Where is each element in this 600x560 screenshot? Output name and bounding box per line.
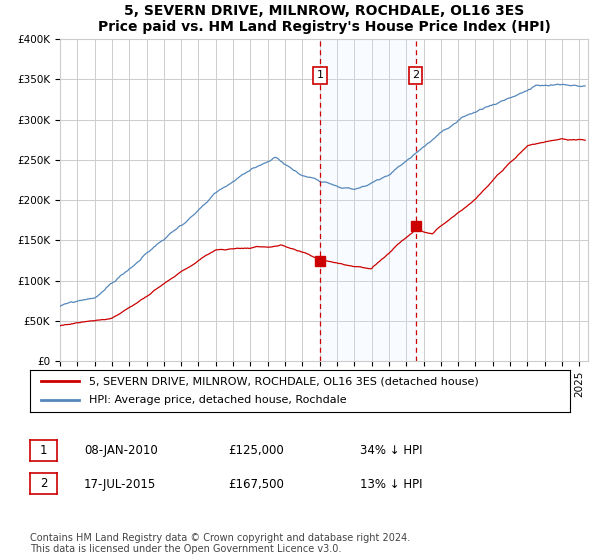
Text: £125,000: £125,000	[228, 444, 284, 458]
Bar	[320, 39, 416, 361]
Text: 2: 2	[412, 71, 419, 81]
Text: 08-JAN-2010: 08-JAN-2010	[84, 444, 158, 458]
Text: 2: 2	[40, 477, 47, 491]
Title: 5, SEVERN DRIVE, MILNROW, ROCHDALE, OL16 3ES
Price paid vs. HM Land Registry's H: 5, SEVERN DRIVE, MILNROW, ROCHDALE, OL16…	[98, 4, 550, 34]
Text: 17-JUL-2015: 17-JUL-2015	[84, 478, 156, 491]
Text: 5, SEVERN DRIVE, MILNROW, ROCHDALE, OL16 3ES (detached house): 5, SEVERN DRIVE, MILNROW, ROCHDALE, OL16…	[89, 376, 479, 386]
Text: 1: 1	[317, 71, 323, 81]
Text: £167,500: £167,500	[228, 478, 284, 491]
Text: Contains HM Land Registry data © Crown copyright and database right 2024.
This d: Contains HM Land Registry data © Crown c…	[30, 533, 410, 554]
Text: 13% ↓ HPI: 13% ↓ HPI	[360, 478, 422, 491]
Text: 1: 1	[40, 444, 47, 457]
Text: HPI: Average price, detached house, Rochdale: HPI: Average price, detached house, Roch…	[89, 395, 347, 405]
Text: 34% ↓ HPI: 34% ↓ HPI	[360, 444, 422, 458]
